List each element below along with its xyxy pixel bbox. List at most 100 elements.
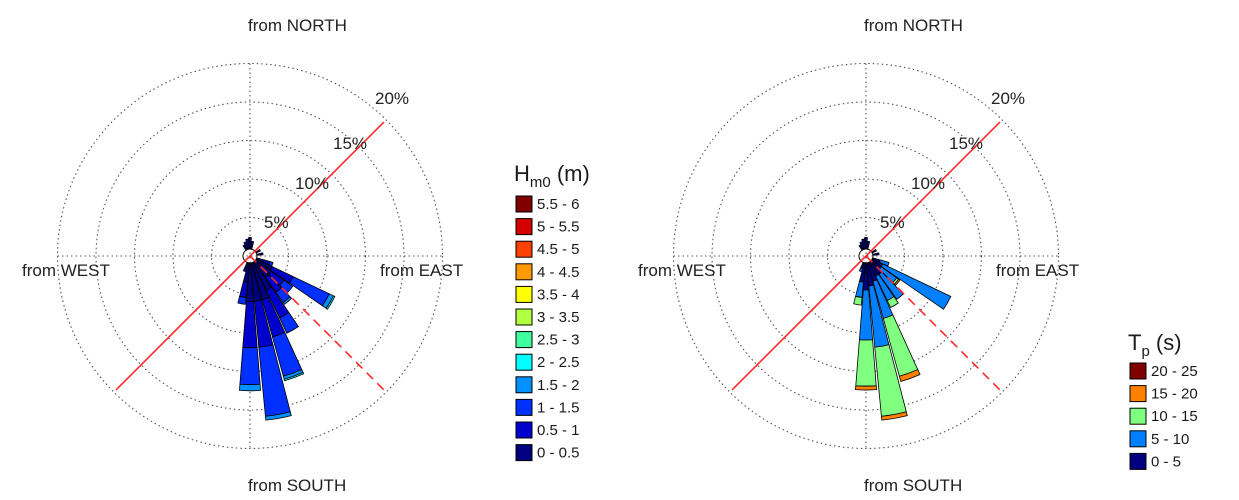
legend-label: 5 - 10: [1151, 431, 1189, 448]
sector-segment: [894, 278, 901, 286]
legend-swatch: [515, 421, 533, 439]
legend-swatch: [515, 331, 533, 349]
ring-label: 10%: [911, 174, 945, 193]
legend-title-sub: m0: [530, 174, 551, 191]
legend-swatch: [515, 195, 533, 213]
sector-segment: [855, 385, 877, 391]
sector-segment: [239, 346, 261, 386]
ring-label: 10%: [295, 174, 329, 193]
legend-label: 1.5 - 2: [537, 377, 580, 394]
sector-segment: [855, 339, 877, 387]
legend-title-main: H: [514, 161, 530, 186]
legend-label: 3 - 3.5: [537, 309, 580, 326]
legend-swatch: [515, 218, 533, 236]
legend-label: 2 - 2.5: [537, 354, 580, 371]
sector-segment: [256, 252, 264, 256]
sector-segment: [239, 280, 248, 298]
legend-swatch: [515, 240, 533, 258]
grid-ring: [56, 62, 444, 450]
reference-line-solid: [731, 255, 867, 391]
sector-segment: [264, 411, 292, 421]
direction-label-west: from WEST: [638, 261, 726, 280]
legend-label: 15 - 20: [1151, 386, 1198, 403]
legend-label: 2.5 - 3: [537, 332, 580, 349]
legend-swatch: [515, 308, 533, 326]
legend-swatch: [1129, 407, 1147, 425]
sector-segment: [853, 295, 863, 306]
ring-label: 20%: [375, 89, 409, 108]
ring-label: 20%: [991, 89, 1025, 108]
legend-left: Hm0 (m) 5.5 - 6 5 - 5.5 4.5 - 5 4 - 4.5 3.5 -…: [514, 161, 590, 462]
ring-label: 5%: [880, 213, 905, 232]
grid-ring: [172, 178, 328, 334]
sector-segment: [880, 411, 908, 421]
legend-title-unit: (s): [1150, 330, 1182, 355]
legend-swatch: [1129, 362, 1147, 380]
direction-label-west: from WEST: [22, 261, 110, 280]
legend-right: Tp (s) 20 - 25 15 - 20 10 - 15 5 - 10 0 - 5: [1128, 330, 1198, 470]
sector-segment: [255, 248, 262, 254]
legend-label: 20 - 25: [1151, 363, 1198, 380]
sector-segment: [898, 369, 921, 382]
ring-label: 5%: [264, 213, 289, 232]
direction-label-south: from SOUTH: [864, 476, 962, 495]
grid-ring: [788, 178, 944, 334]
legend-swatch: [515, 353, 533, 371]
ring-label: 15%: [333, 134, 367, 153]
legend-label: 4 - 4.5: [537, 264, 580, 281]
ring-label: 15%: [949, 134, 983, 153]
legend-title: Hm0 (m): [514, 161, 590, 191]
reference-line-dashed: [249, 255, 385, 391]
sector-segment: [242, 267, 247, 273]
legend-swatch: [515, 398, 533, 416]
legend-label: 5.5 - 6: [537, 196, 580, 213]
legend-swatch: [515, 285, 533, 303]
legend-label: 3.5 - 4: [537, 286, 580, 303]
legend-label: 4.5 - 5: [537, 241, 580, 258]
legend-label: 0 - 5: [1151, 453, 1181, 470]
legend-title-main: T: [1128, 330, 1141, 355]
sector-segment: [872, 252, 880, 256]
legend-label: 10 - 15: [1151, 408, 1198, 425]
sector-segment: [283, 371, 305, 382]
legend-swatch: [515, 444, 533, 462]
sector-segment: [855, 280, 864, 298]
sector-segment: [878, 271, 904, 300]
legend-swatch: [515, 376, 533, 394]
sector-segment: [278, 311, 300, 334]
direction-label-east: from EAST: [996, 261, 1079, 280]
legend-swatch: [515, 263, 533, 281]
sector-segment: [871, 248, 878, 254]
legend-swatch: [1129, 385, 1147, 403]
sector-segment: [858, 267, 863, 273]
sector-segment: [268, 261, 274, 267]
sector-segment: [250, 240, 255, 250]
legend-swatch: [1129, 430, 1147, 448]
legend-label: 1 - 1.5: [537, 399, 580, 416]
sector-segment: [325, 295, 336, 310]
legend-title-sub: p: [1141, 343, 1149, 360]
direction-label-north: from NORTH: [864, 16, 963, 35]
direction-label-east: from EAST: [380, 261, 463, 280]
legend-label: 0 - 0.5: [537, 445, 580, 462]
grid-ring: [672, 62, 1060, 450]
reference-line-solid: [865, 121, 1001, 257]
sector-segment: [880, 263, 952, 310]
sector-segment: [238, 383, 262, 392]
direction-label-north: from NORTH: [248, 16, 347, 35]
legend-title: Tp (s): [1128, 330, 1182, 360]
sector-segment: [866, 240, 871, 250]
wind-rose-right: 5% 10% 15% 20% from NORTH from EAST from WEST f…: [638, 16, 1079, 495]
sector-segment: [886, 296, 899, 309]
sector-segment: [237, 295, 247, 305]
reference-line-solid: [115, 255, 251, 391]
wind-rose-left: 5% 10% 15% 20% from NORTH from EAST from WEST f…: [22, 16, 463, 495]
reference-line-solid: [249, 121, 385, 257]
legend-title-unit: (m): [551, 161, 590, 186]
direction-label-south: from SOUTH: [248, 476, 346, 495]
sector-segment: [878, 259, 890, 267]
reference-line-dashed: [865, 255, 1001, 391]
legend-label: 0.5 - 1: [537, 422, 580, 439]
legend-swatch: [1129, 452, 1147, 470]
